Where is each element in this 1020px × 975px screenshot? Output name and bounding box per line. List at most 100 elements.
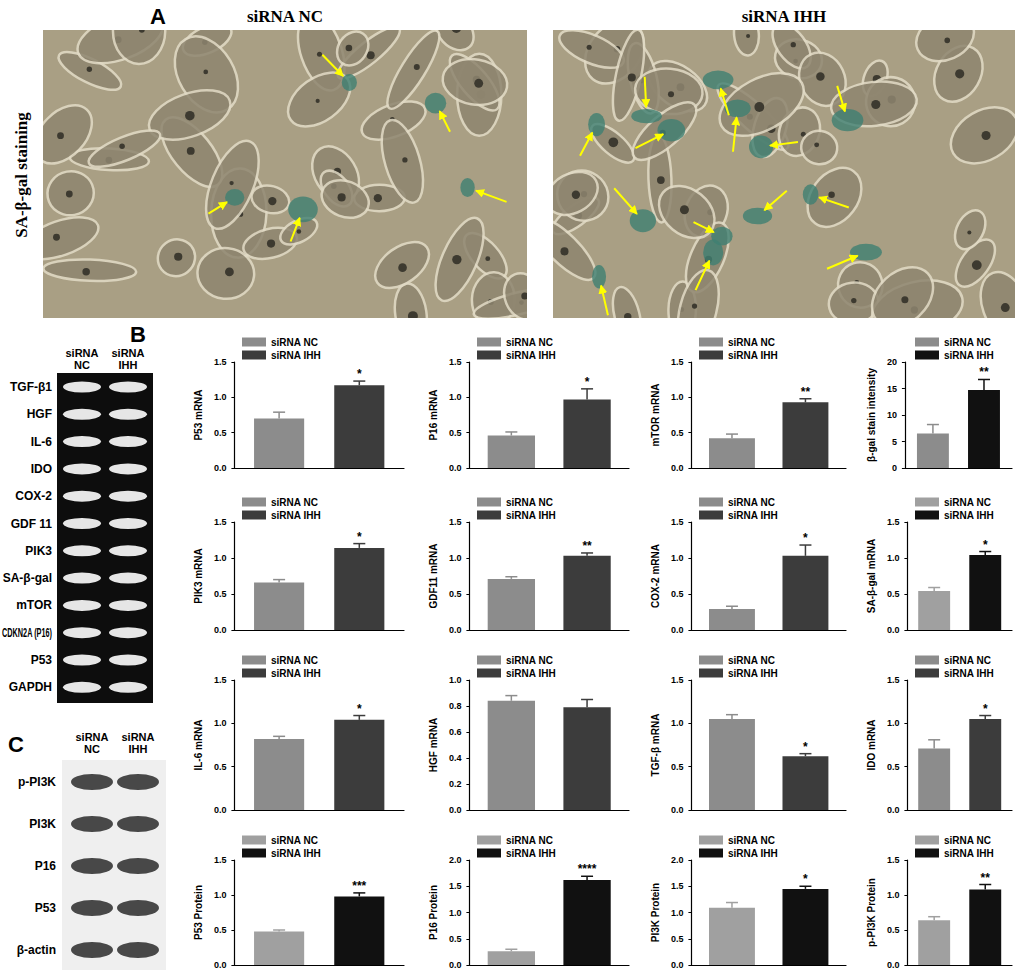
svg-text:1.0: 1.0 <box>214 718 227 728</box>
svg-text:2.0: 2.0 <box>671 855 684 865</box>
svg-text:*: * <box>357 530 362 544</box>
svg-text:1.0: 1.0 <box>449 392 462 402</box>
svg-text:IDO mRNA: IDO mRNA <box>866 719 877 770</box>
svg-text:P53: P53 <box>35 901 57 915</box>
svg-text:0.8: 0.8 <box>449 701 462 711</box>
svg-text:siRNA IHH: siRNA IHH <box>506 510 556 521</box>
svg-text:0.5: 0.5 <box>214 589 227 599</box>
svg-text:A: A <box>150 4 166 29</box>
svg-text:0.0: 0.0 <box>671 805 684 815</box>
svg-text:1.0: 1.0 <box>887 718 900 728</box>
svg-text:PIK3: PIK3 <box>25 544 52 558</box>
svg-text:GDF 11: GDF 11 <box>11 517 53 531</box>
svg-text:P53: P53 <box>31 653 53 667</box>
svg-text:siRNA NC: siRNA NC <box>506 835 553 846</box>
svg-text:siRNA IHH: siRNA IHH <box>271 848 321 859</box>
svg-text:1.5: 1.5 <box>887 517 900 527</box>
svg-text:GAPDH: GAPDH <box>9 680 52 694</box>
svg-text:siRNA NC: siRNA NC <box>944 835 991 846</box>
svg-text:1.5: 1.5 <box>671 357 684 367</box>
svg-text:PI3K: PI3K <box>29 817 56 831</box>
svg-text:P16: P16 <box>35 859 57 873</box>
svg-text:siRNA IHH: siRNA IHH <box>728 668 778 679</box>
svg-text:0.0: 0.0 <box>671 463 684 473</box>
svg-text:0.5: 0.5 <box>671 934 684 944</box>
svg-text:siRNA NC: siRNA NC <box>506 497 553 508</box>
svg-text:0.5: 0.5 <box>671 428 684 438</box>
svg-text:0: 0 <box>892 463 897 473</box>
svg-text:siRNA IHH: siRNA IHH <box>271 668 321 679</box>
svg-text:siRNA NC: siRNA NC <box>944 337 991 348</box>
svg-text:TGF-β1: TGF-β1 <box>10 380 52 394</box>
svg-text:**: ** <box>979 365 989 379</box>
svg-text:siRNA NC: siRNA NC <box>271 497 318 508</box>
svg-text:0.2: 0.2 <box>449 779 462 789</box>
svg-text:CDKN2A (P16): CDKN2A (P16) <box>2 626 52 640</box>
svg-text:*: * <box>357 367 362 381</box>
svg-text:1.0: 1.0 <box>887 890 900 900</box>
svg-text:1.0: 1.0 <box>214 553 227 563</box>
svg-text:*: * <box>357 702 362 716</box>
svg-text:mTOR mRNA: mTOR mRNA <box>650 383 661 446</box>
svg-text:***: *** <box>352 879 366 893</box>
svg-text:P53 mRNA: P53 mRNA <box>193 389 204 440</box>
svg-text:siRNA IHH: siRNA IHH <box>944 510 994 521</box>
svg-text:siRNA IHH: siRNA IHH <box>944 668 994 679</box>
svg-text:20: 20 <box>887 357 897 367</box>
svg-text:**: ** <box>801 385 811 399</box>
svg-text:siRNA IHH: siRNA IHH <box>944 848 994 859</box>
svg-text:0.0: 0.0 <box>214 463 227 473</box>
svg-text:IL-6 mRNA: IL-6 mRNA <box>193 719 204 770</box>
svg-text:1.0: 1.0 <box>214 890 227 900</box>
svg-text:siRNA IHH: siRNA IHH <box>728 510 778 521</box>
svg-text:β-gal stain intensity: β-gal stain intensity <box>866 368 877 462</box>
svg-text:*: * <box>803 872 808 886</box>
svg-text:0.5: 0.5 <box>214 428 227 438</box>
svg-text:IHH: IHH <box>129 743 148 755</box>
svg-text:0.0: 0.0 <box>671 625 684 635</box>
svg-text:**: ** <box>981 871 991 885</box>
svg-text:mTOR: mTOR <box>16 598 52 612</box>
svg-text:0.0: 0.0 <box>449 463 462 473</box>
svg-text:1.0: 1.0 <box>214 392 227 402</box>
svg-text:NC: NC <box>84 743 100 755</box>
svg-text:****: **** <box>578 862 597 876</box>
svg-text:0.0: 0.0 <box>449 805 462 815</box>
svg-text:p-PI3K Protein: p-PI3K Protein <box>866 878 877 947</box>
svg-text:1.0: 1.0 <box>671 718 684 728</box>
svg-text:1.0: 1.0 <box>671 553 684 563</box>
svg-text:β-actin: β-actin <box>17 943 56 957</box>
svg-text:1.0: 1.0 <box>671 392 684 402</box>
svg-text:0.0: 0.0 <box>214 960 227 970</box>
svg-text:siRNA NC: siRNA NC <box>728 497 775 508</box>
svg-text:1.0: 1.0 <box>671 908 684 918</box>
svg-text:IDO: IDO <box>31 462 52 476</box>
svg-text:1.5: 1.5 <box>214 675 227 685</box>
svg-text:COX-2 mRNA: COX-2 mRNA <box>650 544 661 608</box>
svg-text:1.5: 1.5 <box>887 855 900 865</box>
svg-text:siRNA IHH: siRNA IHH <box>728 350 778 361</box>
svg-text:0.5: 0.5 <box>671 762 684 772</box>
svg-text:0.0: 0.0 <box>887 625 900 635</box>
svg-text:siRNA NC: siRNA NC <box>506 655 553 666</box>
svg-text:siRNA NC: siRNA NC <box>271 655 318 666</box>
svg-text:1.5: 1.5 <box>214 357 227 367</box>
svg-text:0.0: 0.0 <box>449 625 462 635</box>
svg-text:1.0: 1.0 <box>887 553 900 563</box>
svg-text:P16 Protein: P16 Protein <box>428 885 439 940</box>
svg-text:0.5: 0.5 <box>214 762 227 772</box>
svg-text:1.5: 1.5 <box>449 881 462 891</box>
svg-text:P53 Protein: P53 Protein <box>193 885 204 940</box>
svg-text:SA-β-gal: SA-β-gal <box>3 571 52 585</box>
svg-text:1.5: 1.5 <box>214 855 227 865</box>
svg-text:siRNA NC: siRNA NC <box>728 337 775 348</box>
svg-text:0.5: 0.5 <box>887 762 900 772</box>
svg-text:0.5: 0.5 <box>449 589 462 599</box>
svg-text:IL-6: IL-6 <box>31 435 53 449</box>
svg-text:*: * <box>803 531 808 545</box>
svg-text:NC: NC <box>74 359 90 371</box>
svg-text:1.5: 1.5 <box>214 517 227 527</box>
svg-text:0.5: 0.5 <box>887 925 900 935</box>
svg-text:GDF11 mRNA: GDF11 mRNA <box>428 543 439 608</box>
svg-text:0.0: 0.0 <box>887 805 900 815</box>
